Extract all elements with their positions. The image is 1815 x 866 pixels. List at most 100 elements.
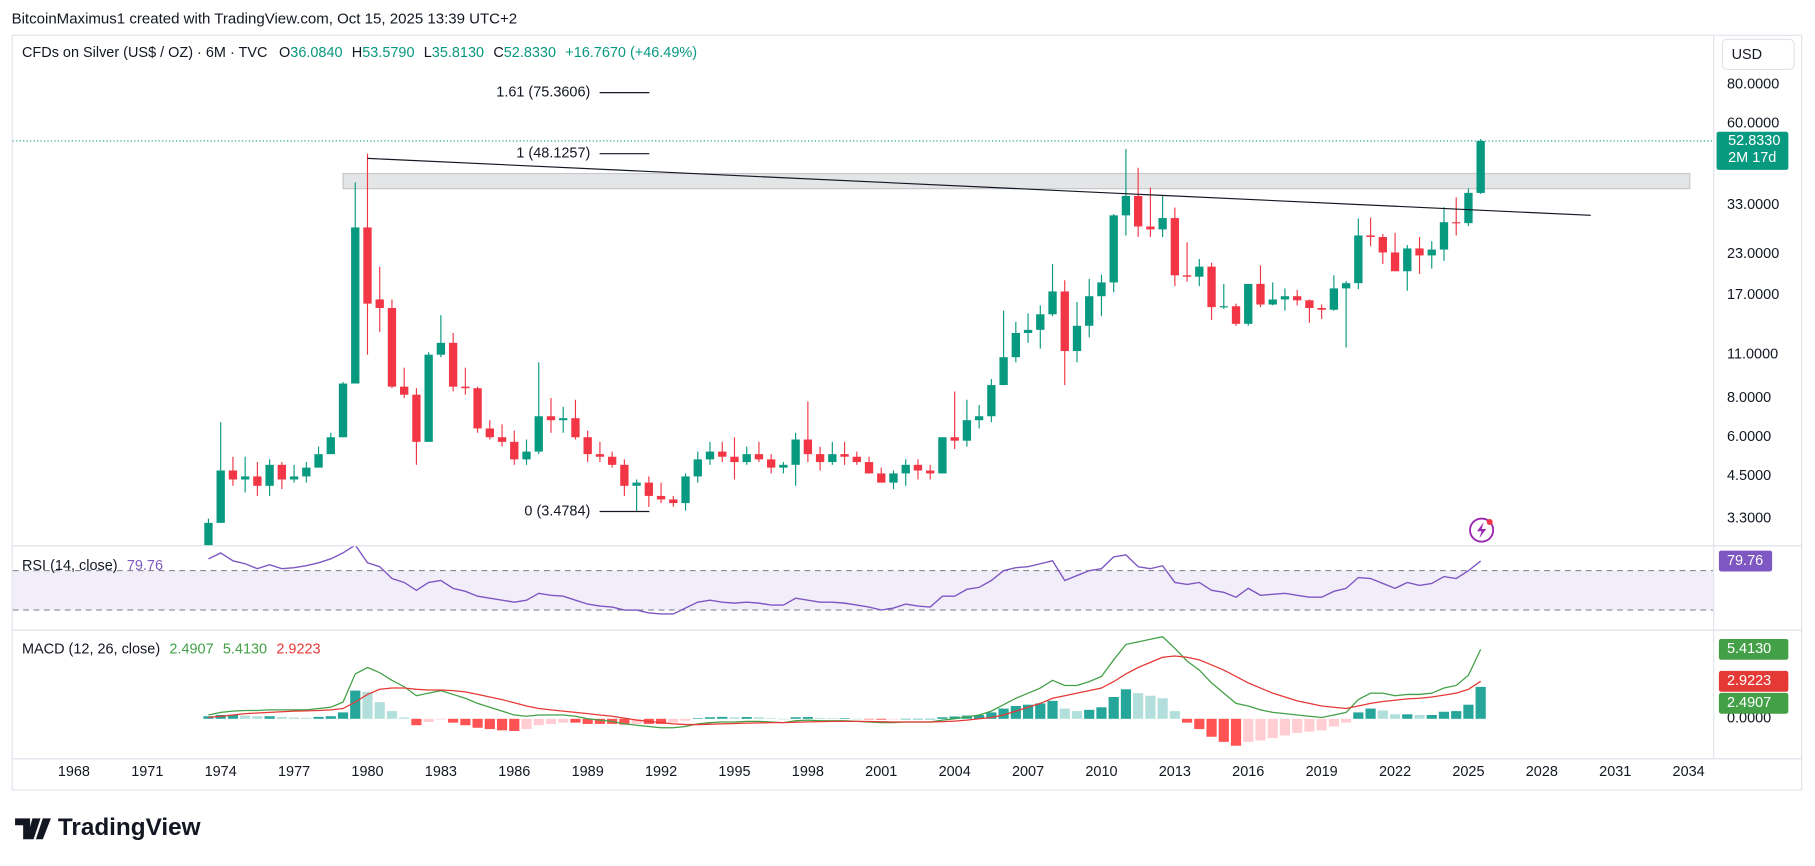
macd-histogram-bar xyxy=(1389,714,1401,719)
candle-body xyxy=(754,454,764,460)
macd-axis-box xyxy=(1718,692,1789,714)
candle-body xyxy=(779,464,788,468)
candle-body xyxy=(473,388,482,429)
histogram-value: 2.4907 xyxy=(169,641,213,657)
candle-body xyxy=(1439,222,1449,250)
last-price: 52.8330 xyxy=(1728,133,1780,149)
x-tick-label: 2013 xyxy=(1159,764,1191,780)
candle-body xyxy=(656,495,666,500)
x-tick-label: 1980 xyxy=(351,764,383,780)
y-tick-label: 3.3000 xyxy=(1727,510,1771,526)
candle-body xyxy=(412,394,421,442)
candle-body xyxy=(1464,192,1473,224)
macd-histogram-bar xyxy=(1047,700,1058,719)
candle-body xyxy=(1170,218,1180,276)
macd-histogram-bar xyxy=(631,718,642,724)
credit-line: BitcoinMaximus1 created with TradingView… xyxy=(12,11,518,28)
macd-histogram-bar xyxy=(888,718,899,720)
symbol: CFDs on Silver (US$ / OZ) · 6M · TVC xyxy=(22,45,267,61)
x-tick-label: 2010 xyxy=(1085,764,1117,780)
ohlc-key: C xyxy=(493,45,503,61)
ohlc-value: 36.0840 xyxy=(290,45,342,61)
candle-body xyxy=(607,456,617,465)
macd-histogram-bar xyxy=(925,718,936,720)
macd-histogram-bar xyxy=(619,718,630,725)
candle-body xyxy=(926,470,935,474)
rsi-axis-box xyxy=(1718,550,1773,572)
candle-body xyxy=(718,451,727,457)
macd-histogram-bar xyxy=(655,718,667,724)
ohlc-key: H xyxy=(352,45,362,61)
macd-histogram-bar xyxy=(1218,718,1229,742)
x-tick-label: 1971 xyxy=(131,764,163,780)
y-tick-label: 17.0000 xyxy=(1727,287,1779,303)
page-root: BitcoinMaximus1 created with TradingView… xyxy=(11,11,1803,841)
macd-histogram-bar xyxy=(1365,708,1376,719)
macd-histogram-bar xyxy=(1096,707,1107,719)
x-tick-label: 1989 xyxy=(572,764,604,780)
macd-histogram-bar xyxy=(937,717,948,719)
candle-body xyxy=(1060,291,1069,352)
logo: TradingView xyxy=(15,814,201,841)
candle-body xyxy=(632,482,641,486)
currency-button[interactable] xyxy=(1721,38,1795,71)
candle-body xyxy=(1158,218,1167,230)
candle-body xyxy=(289,476,299,480)
macd-histogram-bar xyxy=(435,718,446,720)
macd-histogram-bar xyxy=(1243,718,1254,742)
macd-histogram-bar xyxy=(545,718,557,724)
macd-histogram-bar xyxy=(1475,686,1486,719)
candle-body xyxy=(815,454,825,463)
macd-pane xyxy=(203,636,1486,746)
macd-histogram-bar xyxy=(496,718,508,731)
x-tick-label: 1995 xyxy=(718,764,750,780)
macd-histogram-bar xyxy=(790,717,801,719)
ohlc-key: L xyxy=(424,45,432,61)
y-tick-label: 80.0000 xyxy=(1727,76,1779,92)
brand: TradingView xyxy=(58,814,201,841)
macd-histogram-bar xyxy=(1145,695,1156,719)
macd-histogram-bar xyxy=(753,717,765,719)
candle-body xyxy=(1354,235,1363,284)
macd-legend: MACD (12, 26, close) 2.4907 5.4130 2.9223 xyxy=(22,641,321,657)
price-pane xyxy=(12,139,1714,546)
candle-body xyxy=(338,383,348,438)
macd-histogram-bar xyxy=(582,718,593,724)
macd-histogram-bar xyxy=(717,716,728,719)
macd-histogram-bar xyxy=(1304,718,1315,732)
macd-histogram-bar xyxy=(851,718,862,720)
macd-histogram-bar xyxy=(264,716,275,719)
macd-histogram-bar xyxy=(692,718,703,719)
macd-histogram-bar xyxy=(240,715,251,719)
macd-histogram-bar xyxy=(558,718,569,723)
candle-body xyxy=(1476,140,1485,193)
y-tick-label: 4.5000 xyxy=(1727,468,1771,484)
macd-histogram-bar xyxy=(594,718,606,724)
candle-body xyxy=(950,437,959,441)
macd-histogram-bar xyxy=(533,718,544,726)
candle-body xyxy=(1182,275,1192,277)
macd-histogram-bar xyxy=(1353,712,1364,719)
candle-body xyxy=(1452,222,1461,224)
fib-label: 1 (48.1257) xyxy=(516,145,590,161)
macd-histogram-bar xyxy=(900,718,911,720)
candle-body xyxy=(1341,283,1351,289)
candle-body xyxy=(669,499,678,504)
candle-body xyxy=(534,416,543,452)
candle-body xyxy=(436,342,446,355)
candle-body xyxy=(974,416,984,421)
candle-body xyxy=(1317,307,1326,310)
candle-body xyxy=(1378,237,1387,253)
candle-body xyxy=(1366,235,1375,238)
currency[interactable]: USD xyxy=(1732,47,1763,63)
candle-body xyxy=(705,451,715,460)
macd-histogram-bar xyxy=(1267,718,1278,739)
candle-body xyxy=(681,476,690,504)
candle-body xyxy=(791,439,800,465)
candle-body xyxy=(742,454,751,463)
macd-histogram-bar xyxy=(1022,704,1034,719)
candle-body xyxy=(375,299,384,308)
rsi-name: RSI (14, close) xyxy=(22,558,118,574)
bolt-icon xyxy=(1469,517,1495,543)
trendline xyxy=(367,157,1591,216)
